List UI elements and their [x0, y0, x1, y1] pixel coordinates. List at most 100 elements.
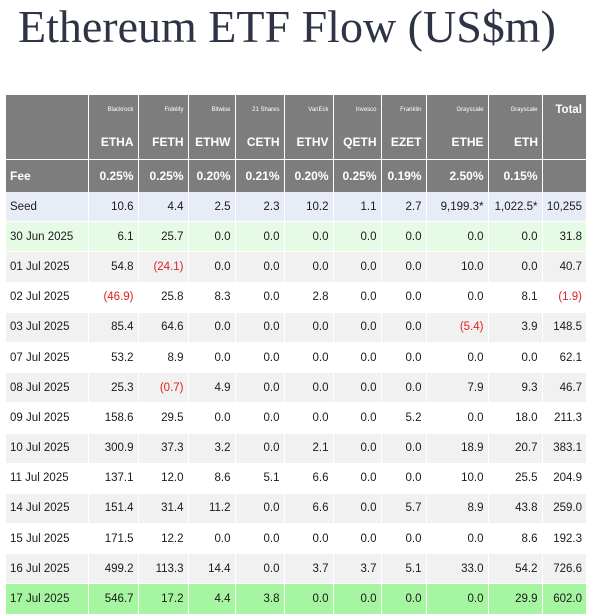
flow-cell: 0.0: [333, 493, 382, 525]
flow-table-body: Seed 10.6 4.4 2.5 2.3 10.2 1.1 2.7 9,199.3* 1,022…: [6, 192, 586, 615]
flow-cell: 0.0: [235, 553, 285, 585]
flow-cell: 0.0: [426, 583, 489, 615]
flow-cell: 3.8: [235, 583, 285, 615]
flow-cell: 0.0: [333, 342, 382, 374]
flow-cell: 0.0: [426, 523, 489, 555]
table-row: 03 Jul 2025 85.4 64.6 0.0 0.0 0.0 0.0 0.0 (5.4) 3…: [6, 312, 586, 343]
flow-cell: 0.0: [188, 251, 236, 283]
flow-cell: 0.0: [488, 221, 543, 253]
flow-cell: 29.9: [488, 583, 543, 615]
flow-cell: 25.3: [88, 372, 139, 404]
flow-cell: 0.0: [333, 433, 382, 464]
flow-cell: 12.2: [138, 523, 189, 555]
total-column-header: Total: [542, 95, 586, 160]
flow-cell: (5.4): [426, 312, 489, 343]
flow-cell: 2.7: [381, 192, 427, 223]
flow-cell: (0.7): [138, 372, 189, 404]
flow-cell: 0.0: [488, 251, 543, 283]
fee-label: Fee: [6, 159, 89, 192]
flow-cell: 18.9: [426, 433, 489, 464]
fee-value: 0.25%: [333, 159, 382, 192]
flow-cell: 0.0: [333, 221, 382, 253]
flow-cell: 5.7: [381, 493, 427, 525]
row-total-cell: 40.7: [542, 251, 586, 283]
row-total-cell: 211.3: [542, 402, 586, 434]
flow-cell: 1,022.5*: [488, 192, 543, 223]
row-total-cell: 204.9: [542, 463, 586, 494]
flow-cell: 54.2: [488, 553, 543, 585]
row-total-cell: 192.3: [542, 523, 586, 555]
flow-cell: 0.0: [333, 463, 382, 494]
issuer-name: Fidelity: [138, 95, 189, 125]
ticker-symbol: ETH: [488, 125, 542, 160]
issuer-name: Grayscale: [488, 95, 543, 125]
flow-cell: 0.0: [381, 221, 427, 253]
flow-cell: 8.6: [188, 463, 236, 494]
flow-cell: 8.6: [488, 523, 543, 555]
ticker-symbol: ETHV: [284, 125, 334, 160]
row-date-label: 03 Jul 2025: [6, 312, 89, 343]
ticker-symbol: ETHW: [188, 125, 236, 160]
header-corner-cell: [6, 95, 89, 125]
flow-cell: 1.1: [333, 192, 382, 223]
flow-cell: 546.7: [88, 583, 139, 615]
row-total-cell: 383.1: [542, 433, 586, 464]
flow-cell: 25.7: [138, 221, 189, 253]
flow-cell: 0.0: [235, 251, 285, 283]
flow-cell: 0.0: [284, 342, 334, 374]
ticker-symbol: FETH: [138, 125, 189, 160]
flow-cell: 0.0: [333, 312, 382, 343]
row-total-cell: 726.6: [542, 553, 586, 585]
issuer-name: Bitwise: [188, 95, 236, 125]
row-total-cell: 31.8: [542, 221, 586, 253]
flow-cell: 5.1: [235, 463, 285, 494]
flow-cell: (46.9): [88, 282, 139, 313]
row-date-label: 15 Jul 2025: [6, 523, 89, 555]
ticker-symbol: EZET: [381, 125, 427, 160]
fee-value: 0.25%: [138, 159, 189, 192]
flow-cell: 0.0: [381, 312, 427, 343]
flow-cell: 0.0: [284, 221, 334, 253]
flow-cell: 0.0: [284, 402, 334, 434]
flow-cell: 0.0: [235, 282, 285, 313]
flow-cell: 0.0: [235, 433, 285, 464]
row-date-label: 14 Jul 2025: [6, 493, 89, 525]
flow-cell: 0.0: [235, 523, 285, 555]
flow-cell: 6.1: [88, 221, 139, 253]
flow-cell: 25.8: [138, 282, 189, 313]
flow-cell: 0.0: [235, 342, 285, 374]
flow-cell: 0.0: [333, 372, 382, 404]
flow-cell: 0.0: [188, 221, 236, 253]
table-row: 08 Jul 2025 25.3 (0.7) 4.9 0.0 0.0 0.0 0.0 7.9 9.…: [6, 372, 586, 404]
flow-cell: 2.1: [284, 433, 334, 464]
flow-cell: 8.1: [488, 282, 543, 313]
ticker-symbol: QETH: [333, 125, 382, 160]
flow-cell: 11.2: [188, 493, 236, 525]
flow-cell: 158.6: [88, 402, 139, 434]
flow-cell: 0.0: [426, 221, 489, 253]
flow-cell: 300.9: [88, 433, 139, 464]
row-date-label: 01 Jul 2025: [6, 251, 89, 283]
fee-value: 0.20%: [284, 159, 334, 192]
row-date-label: Seed: [6, 192, 89, 223]
row-total-cell: 148.5: [542, 312, 586, 343]
flow-cell: 18.0: [488, 402, 543, 434]
row-total-cell: 259.0: [542, 493, 586, 525]
flow-cell: 3.9: [488, 312, 543, 343]
flow-cell: 0.0: [235, 372, 285, 404]
issuer-name: Franklin: [381, 95, 427, 125]
flow-cell: 37.3: [138, 433, 189, 464]
row-total-cell: 602.0: [542, 583, 586, 615]
row-date-label: 16 Jul 2025: [6, 553, 89, 585]
flow-cell: 10.0: [426, 463, 489, 494]
row-date-label: 30 Jun 2025: [6, 221, 89, 253]
flow-cell: 0.0: [381, 583, 427, 615]
flow-cell: 0.0: [188, 312, 236, 343]
row-date-label: 09 Jul 2025: [6, 402, 89, 434]
table-row: 14 Jul 2025 151.4 31.4 11.2 0.0 6.6 0.0 5.7 8.9 4…: [6, 493, 586, 525]
flow-cell: 53.2: [88, 342, 139, 374]
flow-cell: (24.1): [138, 251, 189, 283]
flow-cell: 85.4: [88, 312, 139, 343]
flow-cell: 0.0: [426, 282, 489, 313]
table-row: 30 Jun 2025 6.1 25.7 0.0 0.0 0.0 0.0 0.0 0.0 0.0 3…: [6, 221, 586, 253]
